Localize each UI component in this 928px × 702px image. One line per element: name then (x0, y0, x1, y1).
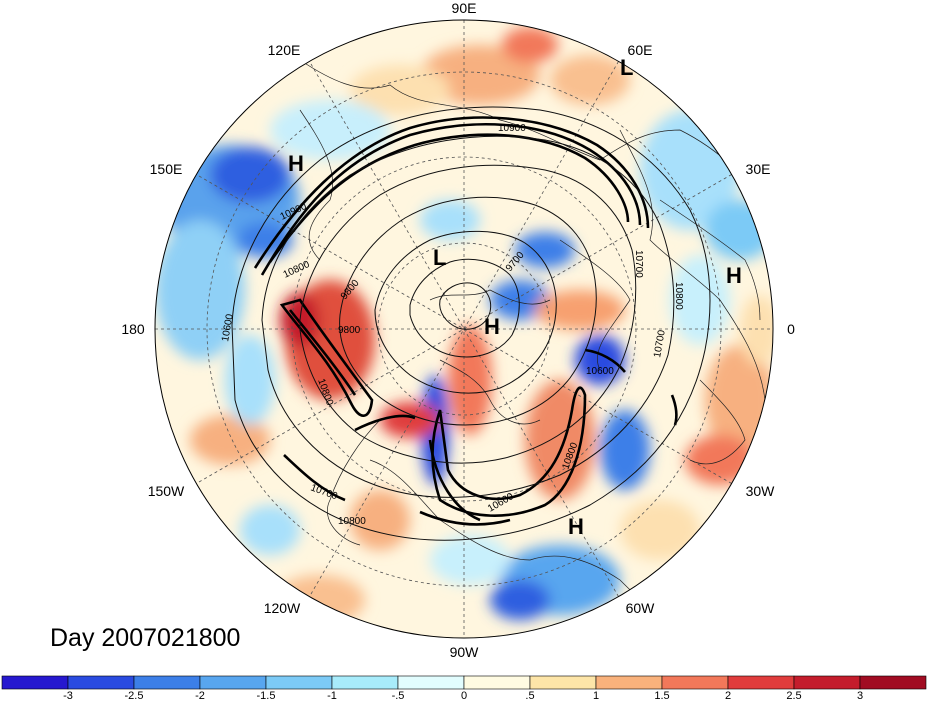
colorbar-label: 1 (593, 690, 599, 702)
colorbar-label: -3 (63, 690, 73, 702)
colorbar-label: .5 (525, 690, 534, 702)
colorbar-swatch (67, 675, 135, 690)
contour-label: 10900 (498, 123, 526, 134)
colorbar-swatch (595, 675, 663, 690)
high-marker: H (726, 263, 742, 288)
contour-label: 10800 (673, 282, 684, 310)
lon-label-90e: 90E (452, 0, 477, 16)
colorbar-swatch (727, 675, 795, 690)
high-marker: H (288, 151, 304, 176)
lon-label-60e: 60E (628, 42, 653, 58)
contour-label: 10600 (586, 366, 614, 377)
lon-label-30e: 30E (746, 161, 771, 177)
colorbar-swatch (463, 675, 531, 690)
colorbar-label: -1.5 (257, 690, 276, 702)
colorbar-label: -.5 (392, 690, 405, 702)
contour-label: 9800 (338, 325, 361, 336)
colorbar-swatch (133, 675, 201, 690)
low-marker: L (620, 55, 633, 80)
jet-contours (253, 116, 678, 526)
lon-label-150w: 150W (148, 483, 185, 499)
colorbar-swatch (661, 675, 729, 690)
lon-label-0: 0 (787, 321, 795, 337)
colorbar-label: 0 (461, 690, 467, 702)
colorbar-label: 2.5 (786, 690, 801, 702)
colorbar-label: 1.5 (654, 690, 669, 702)
lon-label-120e: 120E (268, 42, 301, 58)
colorbar: -3 -2.5 -2 -1.5 -1 -.5 0 .5 1 1.5 2 2.5 3 (1, 675, 927, 702)
colorbar-label: -2 (195, 690, 205, 702)
low-marker: L (433, 245, 446, 270)
colorbar-swatch (1, 675, 69, 690)
colorbar-label: -2.5 (125, 690, 144, 702)
contour-label: 10700 (633, 250, 644, 278)
colorbar-label: -1 (327, 690, 337, 702)
colorbar-swatch (793, 675, 861, 690)
lon-label-180: 180 (121, 321, 145, 337)
day-title: Day 2007021800 (50, 624, 240, 652)
colorbar-swatch (529, 675, 597, 690)
longitude-labels: 90E 60E 30E 0 30W 60W 90W 120W 150W 180 … (121, 0, 795, 660)
colorbar-label: 2 (725, 690, 731, 702)
lon-label-120w: 120W (264, 600, 301, 616)
contour-label: 10800 (338, 516, 366, 527)
high-marker: H (568, 514, 584, 539)
map-border (154, 19, 774, 639)
lon-label-90w: 90W (450, 644, 480, 660)
height-contours (231, 106, 711, 541)
colorbar-swatch (331, 675, 399, 690)
colorbar-swatch (265, 675, 333, 690)
contour-label: 10700 (652, 329, 668, 359)
colorbar-swatch (859, 675, 927, 690)
lon-label-30w: 30W (746, 483, 776, 499)
colorbar-swatch (397, 675, 465, 690)
colorbar-swatch (199, 675, 267, 690)
pressure-centers: H L H H L H (288, 55, 742, 539)
coastlines (299, 59, 771, 609)
lon-label-60w: 60W (626, 600, 656, 616)
colorbar-label: 3 (857, 690, 863, 702)
lon-label-150e: 150E (150, 161, 183, 177)
high-marker: H (484, 314, 500, 339)
contour-label: 10600 (220, 313, 236, 343)
